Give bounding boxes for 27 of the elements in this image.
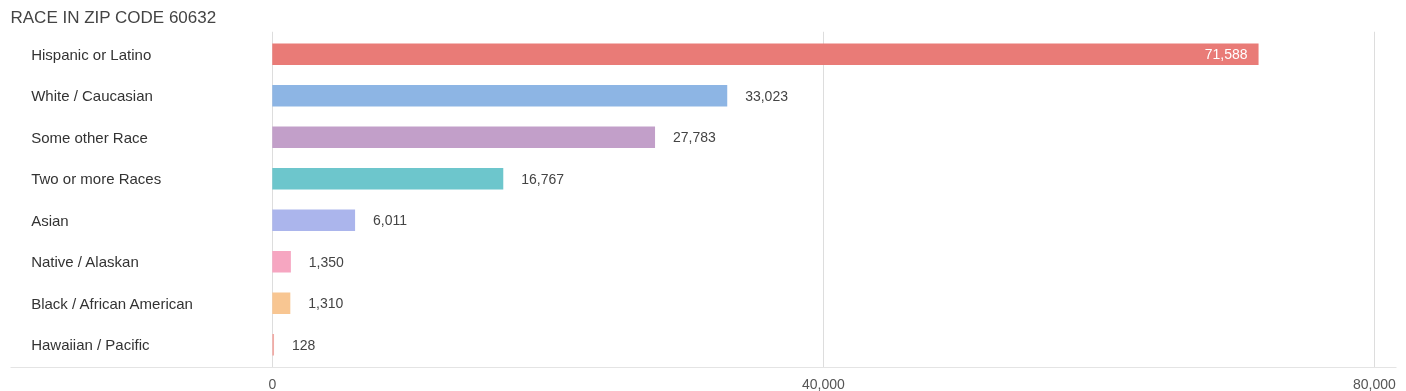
y-tick-label: Some other Race (31, 128, 148, 146)
data-label: 1,350 (308, 253, 345, 270)
data-label: 27,783 (672, 129, 716, 146)
data-label: 33,023 (745, 87, 789, 104)
bar (272, 292, 291, 314)
x-tick-label: 0 (268, 375, 277, 391)
x-tick-label: 40,000 (801, 375, 845, 391)
data-label: 16,767 (521, 170, 565, 187)
bar (272, 85, 728, 107)
y-tick-label: White / Caucasian (31, 87, 153, 105)
chart-title: RACE IN ZIP CODE 60632 (10, 7, 217, 27)
y-tick-label: Two or more Races (31, 170, 162, 188)
y-tick-label: Native / Alaskan (31, 253, 139, 271)
y-tick-label: Asian (31, 211, 69, 229)
bar (272, 126, 656, 149)
bar (272, 250, 291, 273)
data-label: 128 (291, 336, 316, 353)
data-label: 6,011 (373, 212, 408, 229)
bar (272, 167, 504, 190)
data-label: 1,310 (308, 295, 344, 312)
y-tick-label: Hawaiian / Pacific (31, 336, 151, 354)
bar (272, 209, 356, 232)
bar (272, 43, 1259, 66)
x-tick-label: 80,000 (1353, 375, 1397, 391)
data-label: 71,588 (1204, 46, 1248, 63)
y-tick-label: Hispanic or Latino (31, 45, 152, 63)
y-tick-label: Black / African American (31, 294, 193, 312)
